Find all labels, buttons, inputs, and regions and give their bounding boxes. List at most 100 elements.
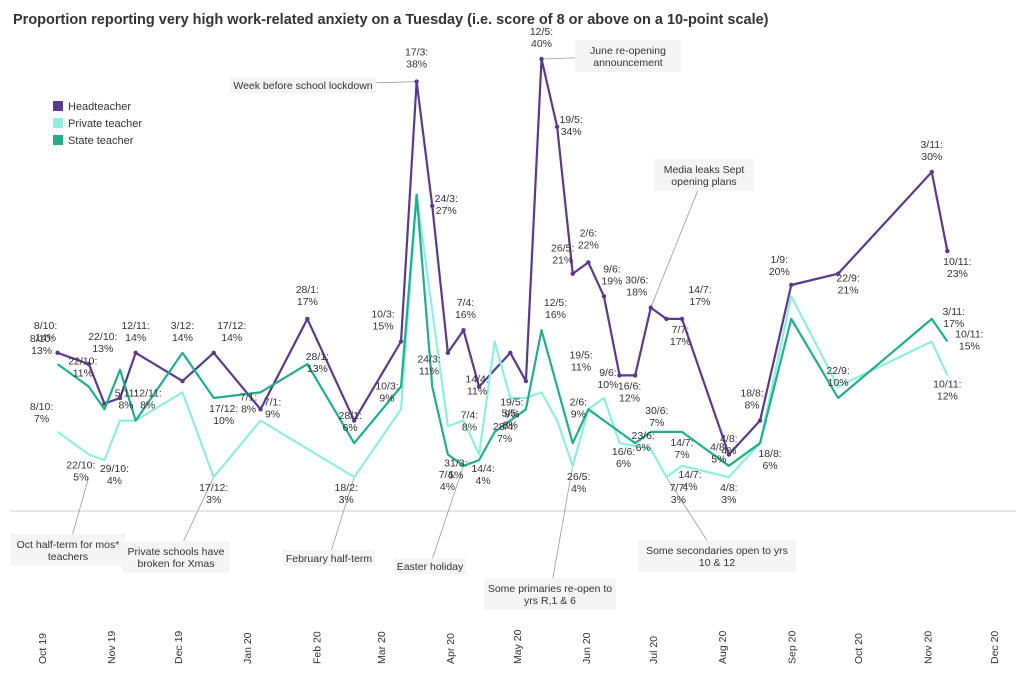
data-point (86, 361, 92, 367)
data-label: 22/10: 13% (88, 331, 117, 355)
x-tick-label: Apr 20 (445, 633, 457, 664)
data-label: 17/3: 38% (405, 47, 428, 71)
data-label: 24/3: 27% (435, 193, 458, 217)
data-point (789, 282, 794, 288)
data-point (648, 305, 653, 310)
data-point (664, 316, 669, 322)
data-point (305, 316, 310, 322)
annotation-text: February half-term (286, 553, 373, 565)
annotation-text: Week before school lockdown (233, 80, 372, 92)
annotation-leader-line (650, 174, 705, 308)
annotation-box (394, 558, 466, 574)
data-point (133, 350, 138, 355)
data-point (757, 418, 763, 423)
data-point (445, 350, 451, 355)
data-label: 14/7: 17% (688, 284, 711, 308)
annotation-box (654, 159, 754, 191)
data-label: 22/9: 10% (826, 365, 849, 389)
annotation-text: Media leaks Sept opening plans (664, 164, 745, 188)
data-label: 18/2: 3% (335, 482, 358, 506)
x-tick-label: Feb 20 (311, 631, 323, 664)
data-label: 2/6: 9% (570, 396, 588, 420)
data-point (929, 169, 934, 175)
data-point (180, 378, 185, 384)
data-label: 22/9: 21% (836, 273, 859, 297)
data-label: 8/10: 13% (30, 333, 53, 357)
data-label: 14/4: 4% (471, 463, 494, 487)
data-point (508, 350, 513, 355)
legend-label: Headteacher (68, 101, 131, 113)
legend: Headteacher Private teacher State teacher (53, 101, 142, 147)
x-tick-label: Oct 20 (853, 633, 865, 664)
data-point (570, 271, 575, 276)
annotation-text: Some secondaries open to yrs 10 & 12 (646, 545, 788, 569)
annotation-text: Oct half-term for mos* teachers (17, 539, 120, 563)
data-label: 17/12: 14% (217, 320, 246, 344)
annotation-text: June re-opening announcement (590, 45, 666, 69)
series-line-headteacher (57, 57, 949, 456)
data-label: 28/1: 13% (306, 351, 329, 375)
data-point (430, 203, 435, 209)
data-label: 7/4: 4% (439, 469, 457, 493)
data-label: 2/6: 22% (578, 227, 599, 251)
data-label: 14/7: 7% (670, 437, 693, 461)
data-label: 12/11: 8% (133, 388, 161, 412)
data-point (117, 395, 123, 401)
data-label: 9/6: 19% (601, 263, 622, 287)
data-label: 5/5: 8% (502, 408, 520, 432)
data-label: 17/12: 10% (209, 403, 238, 427)
legend-label: State teacher (68, 135, 134, 147)
data-label: 12/11: 14% (121, 320, 149, 344)
data-label: 14/7: 4% (678, 469, 701, 493)
data-point (523, 378, 529, 384)
data-point (414, 79, 419, 84)
data-label: 26/5: 21% (551, 243, 574, 267)
data-label: 18/8: 6% (758, 448, 781, 472)
data-point (601, 294, 607, 299)
annotation-box (484, 578, 616, 610)
data-label: 28/4: 7% (493, 421, 516, 445)
data-label: 30/6: 7% (645, 405, 668, 429)
data-label: 5/11: 8% (115, 388, 138, 412)
data-label: 3/11: 17% (942, 306, 965, 330)
legend-swatch (53, 135, 63, 145)
annotation-text: Private schools have broken for Xmas (128, 546, 225, 570)
annotation-leader-line (549, 465, 574, 595)
data-label: 8/10: 7% (30, 401, 53, 425)
data-point (539, 56, 544, 62)
data-point (632, 373, 638, 378)
data-label: 12/5: 16% (544, 297, 567, 321)
x-tick-label: Mar 20 (376, 631, 388, 664)
data-label: 3/11: 30% (920, 139, 943, 163)
data-label: 26/5: 4% (567, 471, 590, 495)
data-point (461, 328, 466, 333)
x-tick-label: Nov 20 (922, 631, 934, 664)
data-label: 3/12: 14% (171, 320, 194, 344)
x-tick-label: Dec 20 (989, 631, 1001, 664)
data-label: 9/6: 10% (597, 367, 618, 391)
x-tick-label: Dec 19 (173, 631, 185, 664)
data-label: 4/8: 4% (720, 433, 738, 457)
x-tick-label: Oct 19 (37, 633, 49, 664)
data-label: 10/11: 12% (933, 378, 961, 402)
series-line-state-teacher (56, 193, 949, 467)
data-label: 19/5: 34% (559, 114, 582, 138)
data-label: 22/10: 5% (66, 460, 95, 484)
data-label: 7/1: 8% (240, 392, 258, 416)
data-point (617, 373, 622, 378)
data-label: 10/11: 23% (943, 256, 971, 280)
data-label: 7/1: 9% (264, 396, 282, 420)
x-tick-label: Sep 20 (786, 631, 798, 664)
data-label: 30/6: 18% (625, 275, 648, 299)
data-label: 18/8: 8% (740, 388, 763, 412)
x-tick-label: Jan 20 (242, 632, 254, 664)
legend-label: Private teacher (68, 118, 142, 130)
data-label: 7/7: 3% (670, 482, 688, 506)
data-label: 19/5: 11% (569, 350, 592, 374)
data-point (554, 124, 560, 129)
data-label: 8/10: 14% (34, 320, 57, 344)
data-label: 4/8: 3% (720, 482, 738, 506)
data-point (211, 350, 216, 355)
data-label: 23/6: 6% (632, 430, 655, 454)
data-label: 14/4: 11% (465, 374, 488, 398)
